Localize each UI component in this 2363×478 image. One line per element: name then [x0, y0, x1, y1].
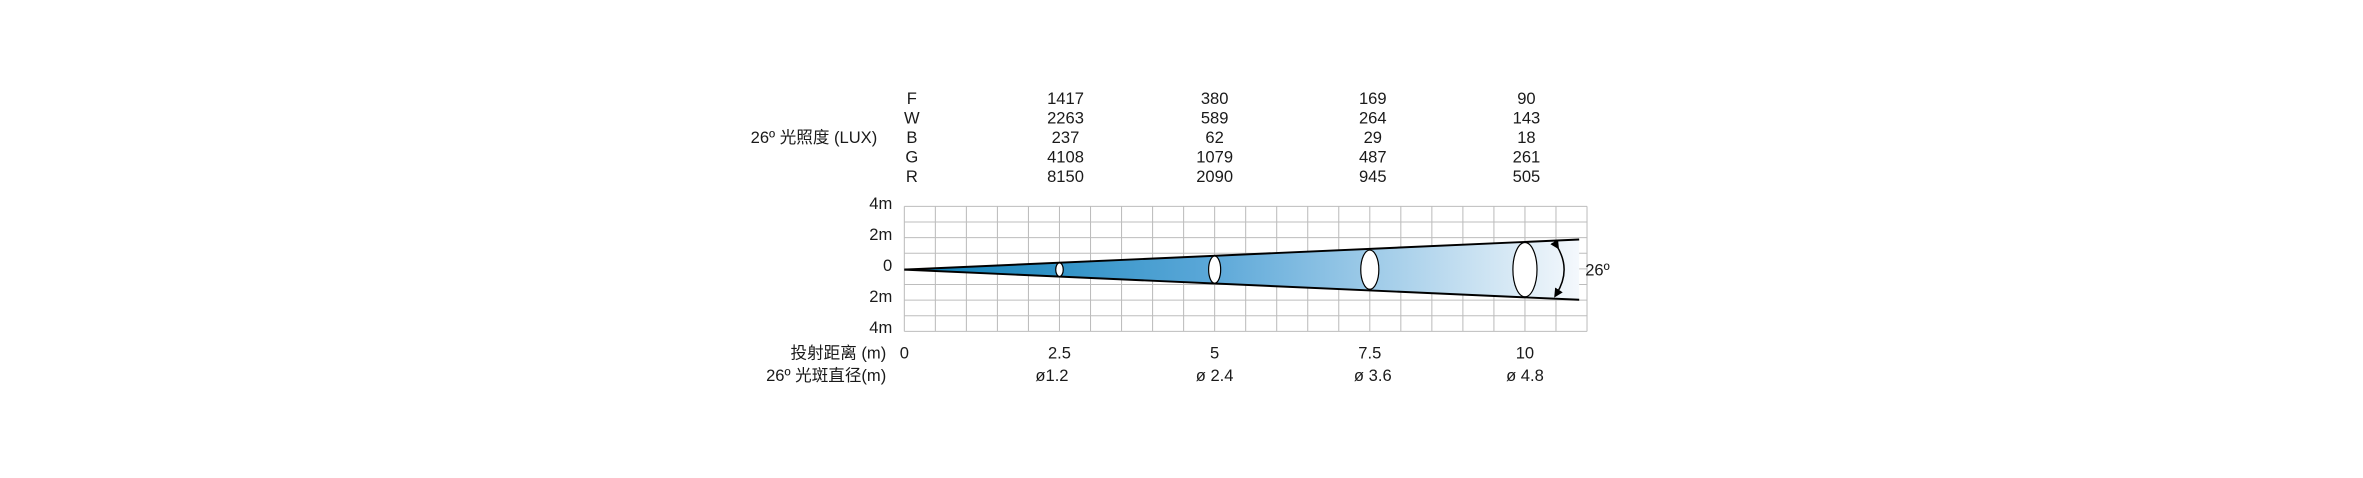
lux-value: 18	[1517, 128, 1535, 147]
row-label: B	[906, 128, 917, 147]
lux-value: 505	[1513, 167, 1541, 186]
diameter-label: ø 2.4	[1196, 366, 1234, 385]
distance-title: 投射距离 (m)	[791, 343, 887, 362]
angle-label: 26º	[1585, 261, 1609, 280]
lux-value: 380	[1201, 89, 1229, 108]
lux-value: 1079	[1196, 148, 1233, 167]
angle-arc	[1550, 239, 1565, 298]
lux-value: 589	[1201, 108, 1229, 127]
spot	[1208, 255, 1222, 284]
row-label: G	[905, 148, 918, 167]
lux-value: 237	[1052, 128, 1080, 147]
lux-value: 62	[1205, 128, 1223, 147]
height-label: 4m	[869, 194, 892, 213]
lux-value: 945	[1359, 167, 1387, 186]
height-label: 2m	[869, 225, 892, 244]
distance-label: 7.5	[1358, 343, 1381, 362]
height-label: 4m	[869, 318, 892, 337]
beam	[904, 239, 1580, 300]
distance-label: 2.5	[1048, 343, 1071, 362]
lux-value: 2263	[1047, 108, 1084, 127]
diameter-label: ø1.2	[1035, 366, 1068, 385]
lux-value: 4108	[1047, 148, 1084, 167]
height-label: 2m	[869, 287, 892, 306]
lux-value: 487	[1359, 148, 1387, 167]
row-label: W	[904, 108, 920, 127]
lux-title: 26º 光照度 (LUX)	[751, 128, 878, 147]
lux-value: 143	[1513, 108, 1541, 127]
lux-value: 264	[1359, 108, 1387, 127]
distance-label: 5	[1210, 343, 1219, 362]
beam-edge	[904, 238, 1580, 271]
row-label: F	[907, 89, 917, 108]
lux-value: 2090	[1196, 167, 1233, 186]
distance-label: 10	[1516, 343, 1534, 362]
height-label: 0	[883, 256, 892, 275]
diameter-label: ø 3.6	[1354, 366, 1392, 385]
lux-value: 90	[1517, 89, 1535, 108]
lux-value: 1417	[1047, 89, 1084, 108]
distance-label: 0	[900, 343, 909, 362]
row-label: R	[906, 167, 918, 186]
lux-value: 8150	[1047, 167, 1084, 186]
diameter-title: 26º 光斑直径(m)	[766, 366, 886, 385]
beam-edge	[904, 268, 1580, 301]
diameter-label: ø 4.8	[1506, 366, 1544, 385]
spot	[1055, 262, 1064, 278]
lux-value: 169	[1359, 89, 1387, 108]
lux-value: 29	[1364, 128, 1382, 147]
spot	[1512, 241, 1538, 298]
spot	[1360, 249, 1380, 290]
lux-value: 261	[1513, 148, 1541, 167]
